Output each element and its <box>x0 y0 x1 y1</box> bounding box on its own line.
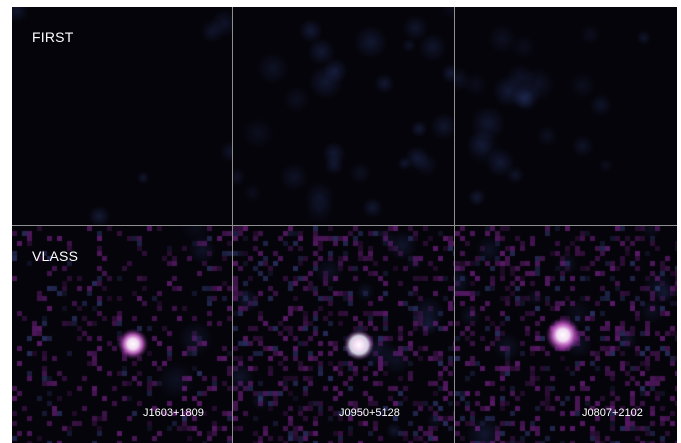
sky-image <box>12 7 232 225</box>
sky-image <box>12 226 232 443</box>
first-panel-2 <box>233 7 454 225</box>
first-panel-1: FIRST <box>12 7 232 225</box>
first-panel-3 <box>455 7 677 225</box>
vlass-panel-3: J0807+2102 <box>455 226 677 443</box>
vlass-row-label: VLASS <box>32 248 79 264</box>
sky-image <box>455 226 677 443</box>
vlass-panel-1: VLASS J1603+1809 <box>12 226 232 443</box>
sky-image <box>233 7 454 225</box>
image-grid: FIRST VLASS J1603+1809 J0950+5128 J0807+… <box>12 7 677 443</box>
sky-image <box>455 7 677 225</box>
vlass-panel-2: J0950+5128 <box>233 226 454 443</box>
first-row-label: FIRST <box>32 29 74 45</box>
sky-image <box>233 226 454 443</box>
source-label-1: J1603+1809 <box>143 407 204 419</box>
source-label-2: J0950+5128 <box>339 407 400 419</box>
source-label-3: J0807+2102 <box>582 407 643 419</box>
